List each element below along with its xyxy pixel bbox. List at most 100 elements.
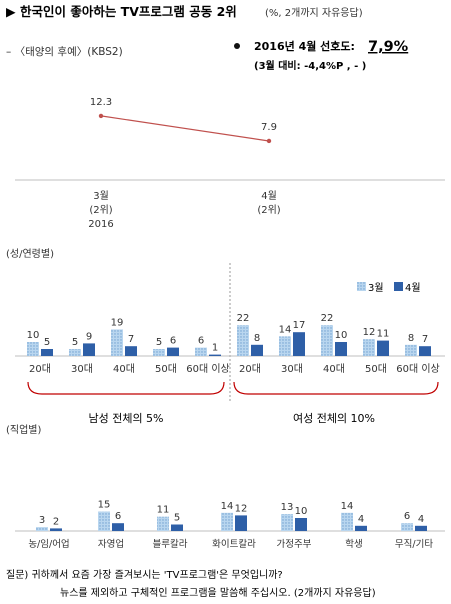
line-x-tick-label: 2016 <box>88 219 113 230</box>
bar-value-label: 17 <box>293 320 306 331</box>
bar-april <box>251 344 263 356</box>
bar-value-label: 1 <box>212 343 218 354</box>
bar-value-label: 6 <box>404 511 410 522</box>
bar-april <box>41 349 53 356</box>
legend-label-march: 3월 <box>368 282 384 294</box>
bar-value-label: 6 <box>115 511 121 522</box>
bar-march <box>27 342 39 356</box>
stat-sub: (3월 대비: -4,4%P , - ) <box>254 59 366 72</box>
group-male-label: 남성 전체의 5% <box>88 412 163 425</box>
bar-march <box>195 347 207 356</box>
bar-april <box>355 525 367 531</box>
bar-category-label: 60대 이상 <box>396 363 440 375</box>
bar-march <box>221 512 233 531</box>
bar-march <box>157 516 169 531</box>
line-x-tick-label: 4월 <box>261 190 277 202</box>
bar-value-label: 19 <box>111 317 124 328</box>
bar-april <box>83 343 95 356</box>
bar-value-label: 10 <box>295 506 308 517</box>
bar-category-label: 학생 <box>345 539 362 550</box>
bar-value-label: 4 <box>418 514 424 525</box>
bar-value-label: 6 <box>198 336 204 347</box>
bar-category-label: 50대 <box>365 363 387 375</box>
bar-value-label: 8 <box>254 333 260 344</box>
line-x-tick-label: 3월 <box>93 190 109 202</box>
program-label: – 〈태양의 후예〉(KBS2) <box>6 45 123 58</box>
bar-april <box>295 518 307 531</box>
male-group-brace <box>27 381 225 395</box>
bar-value-label: 7 <box>128 334 134 345</box>
page-title: ▶ 한국인이 좋아하는 TV프로그램 공동 2위 <box>6 4 237 19</box>
bar-april <box>112 523 124 531</box>
bar-value-label: 14 <box>341 501 354 512</box>
bar-april <box>125 346 137 356</box>
question-line-2: 뉴스를 제외하고 구체적인 프로그램을 말씀해 주십시오. (2개까지 자유응답… <box>60 586 376 599</box>
bar-april <box>419 346 431 356</box>
bar-value-label: 6 <box>170 336 176 347</box>
bar-category-label: 가정주부 <box>277 539 312 550</box>
bar-april <box>293 332 305 356</box>
question-line-1: 질문) 귀하께서 요즘 가장 즐겨보시는 'TV프로그램'은 무엇입니까? <box>6 568 283 581</box>
legend-swatch-march <box>357 282 366 291</box>
line-series <box>100 115 270 142</box>
line-chart: 12.3 7.9 <box>90 97 277 144</box>
bar-category-label: 화이트칼라 <box>212 539 256 550</box>
line-value-label: 12.3 <box>90 97 112 108</box>
stat-value: 7,9% <box>368 39 409 55</box>
bar-category-label: 무직/기타 <box>395 539 433 550</box>
line-point <box>266 138 272 144</box>
legend-label-april: 4월 <box>405 282 421 294</box>
bar-value-label: 8 <box>408 333 414 344</box>
legend: 3월 4월 <box>357 282 421 294</box>
bar-march <box>153 349 165 356</box>
bar-value-label: 22 <box>321 313 334 324</box>
section-gender-age: (성/연령별) <box>6 248 54 260</box>
bar-value-label: 2 <box>53 516 59 527</box>
line-point <box>98 113 104 119</box>
bar-april <box>209 354 221 356</box>
bar-april <box>235 515 247 531</box>
bar-april <box>377 340 389 356</box>
line-x-tick-label: (2위) <box>89 203 112 216</box>
bar-category-label: 농/임/어업 <box>28 538 69 550</box>
bar-value-label: 10 <box>335 330 348 341</box>
bar-march <box>69 349 81 356</box>
bar-value-label: 12 <box>235 503 248 514</box>
bar-category-label: 30대 <box>281 363 303 375</box>
bar-value-label: 5 <box>72 337 78 348</box>
bar-value-label: 14 <box>279 324 292 335</box>
bar-april <box>50 528 62 531</box>
bar-march <box>321 325 333 356</box>
bar-march <box>401 523 413 531</box>
bar-april <box>171 524 183 531</box>
bar-value-label: 12 <box>363 327 376 338</box>
bar-march <box>363 339 375 356</box>
bar-category-label: 40대 <box>323 363 345 375</box>
line-x-tick-label: (2위) <box>257 203 280 216</box>
bar-value-label: 13 <box>281 502 294 513</box>
bar-value-label: 11 <box>157 505 170 516</box>
legend-swatch-april <box>394 282 403 291</box>
female-group-brace <box>233 381 439 395</box>
bar-march <box>237 325 249 356</box>
bar-category-label: 자영업 <box>98 538 124 550</box>
bar-category-label: 20대 <box>29 363 51 375</box>
bar-value-label: 15 <box>98 500 111 511</box>
bar-category-label: 40대 <box>113 363 135 375</box>
bar-category-label: 50대 <box>155 363 177 375</box>
bar-category-label: 블루칼라 <box>153 539 188 550</box>
bar-value-label: 22 <box>237 313 250 324</box>
bar-value-label: 4 <box>358 514 364 525</box>
bar-march <box>111 329 123 356</box>
bar-value-label: 3 <box>39 515 45 526</box>
bar-value-label: 5 <box>174 513 180 524</box>
bar-april <box>415 525 427 531</box>
bar-value-label: 11 <box>377 329 390 340</box>
bar-value-label: 5 <box>156 337 162 348</box>
bullet-icon <box>234 43 240 49</box>
bar-march <box>98 511 110 531</box>
